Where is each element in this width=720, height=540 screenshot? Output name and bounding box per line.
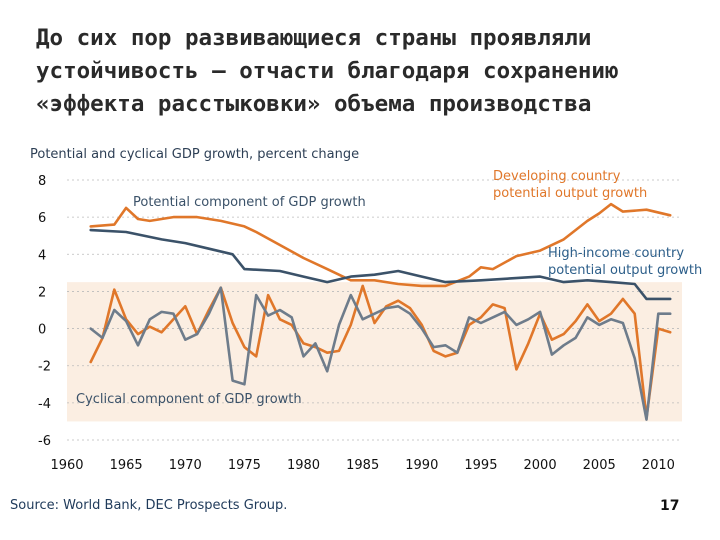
x-tick-label: 2010 xyxy=(642,458,675,473)
x-tick-label: 2000 xyxy=(524,458,557,473)
series-line-2 xyxy=(89,284,672,420)
x-tick-label: 1990 xyxy=(405,458,438,473)
series-line-0 xyxy=(89,202,672,288)
y-tick-label: 2 xyxy=(38,285,46,300)
annotation-developing-2: potential output growth xyxy=(493,186,647,201)
y-tick-labels: 8 6 4 2 0 -2 -4 -6 xyxy=(38,174,51,449)
source-note: Source: World Bank, DEC Prospects Group. xyxy=(10,498,288,513)
series-line-1 xyxy=(89,228,672,301)
x-tick-labels: 1960 1965 1970 1975 1980 1985 1990 1995 2000 2005… xyxy=(50,458,674,473)
title-line-2: устойчивость – отчасти благодаря сохране… xyxy=(36,58,619,84)
shaded-band xyxy=(67,282,682,422)
page-number: 17 xyxy=(660,498,680,514)
slide-title: До сих пор развивающиеся страны проявлял… xyxy=(36,22,706,121)
title-line-3: «эффекта расстыковки» объема производств… xyxy=(36,91,592,117)
annotation-high-income-1: High-income country xyxy=(548,246,684,261)
x-tick-label: 1985 xyxy=(346,458,379,473)
x-tick-label: 1980 xyxy=(287,458,320,473)
chart-title: Potential and cyclical GDP growth, perce… xyxy=(30,147,359,162)
x-tick-label: 1960 xyxy=(50,458,83,473)
annotation-high-income-2: potential output growth xyxy=(548,263,702,278)
x-tick-label: 2005 xyxy=(583,458,616,473)
annotation-potential: Potential component of GDP growth xyxy=(133,195,366,210)
y-tick-label: -4 xyxy=(38,397,51,412)
annotation-cyclical: Cyclical component of GDP growth xyxy=(76,392,302,407)
y-tick-label: -6 xyxy=(38,434,51,449)
series-line-3 xyxy=(89,286,672,421)
x-tick-label: 1995 xyxy=(464,458,497,473)
title-line-1: До сих пор развивающиеся страны проявлял… xyxy=(36,25,592,51)
y-tick-label: 6 xyxy=(38,211,46,226)
x-tick-label: 1965 xyxy=(110,458,143,473)
y-tick-label: -2 xyxy=(38,360,51,375)
x-tick-label: 1970 xyxy=(169,458,202,473)
y-tick-label: 4 xyxy=(38,248,46,263)
y-tick-label: 0 xyxy=(38,323,46,338)
annotation-developing-1: Developing country xyxy=(493,169,621,184)
series-lines xyxy=(89,202,672,421)
y-tick-label: 8 xyxy=(38,174,46,189)
x-tick-label: 1975 xyxy=(228,458,261,473)
